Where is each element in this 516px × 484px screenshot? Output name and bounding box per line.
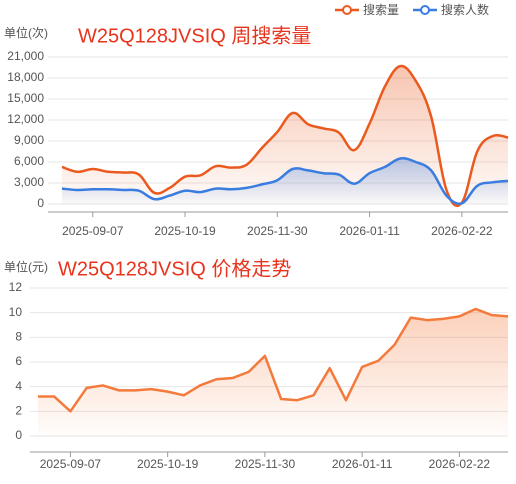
x-tick-label: 2025-11-30 — [247, 224, 308, 238]
y-tick-label: 3,000 — [14, 175, 44, 189]
y-tick-label: 0 — [15, 428, 22, 442]
y-tick-label: 21,000 — [7, 49, 44, 63]
line — [61, 64, 509, 207]
x-tick-label: 2026-01-11 — [339, 224, 400, 238]
y-tick-label: 4 — [15, 379, 22, 393]
legend-item[interactable]: 搜索量 — [335, 2, 399, 17]
area — [62, 158, 508, 204]
chart-title: W25Q128JVSIQ 价格走势 — [58, 257, 291, 280]
line — [61, 157, 509, 205]
x-tick-label: 2025-10-19 — [137, 457, 199, 471]
y-tick-label: 18,000 — [7, 70, 44, 84]
y-unit: 单位(次) — [4, 25, 48, 40]
x-tick-label: 2025-09-07 — [62, 224, 124, 238]
y-tick-label: 10 — [9, 305, 23, 319]
y-tick-label: 8 — [15, 330, 22, 344]
x-tick-label: 2026-01-11 — [332, 457, 393, 471]
area — [38, 308, 508, 436]
x-tick-label: 2025-11-30 — [235, 457, 296, 471]
y-tick-label: 12,000 — [7, 112, 44, 126]
y-tick-label: 15,000 — [7, 91, 44, 105]
y-tick-label: 0 — [37, 196, 44, 210]
line — [38, 307, 509, 413]
legend-marker — [342, 5, 352, 15]
y-tick-label: 12 — [9, 280, 23, 294]
chart-title: W25Q128JVSIQ 周搜索量 — [78, 24, 311, 47]
y-tick-label: 6 — [15, 354, 22, 368]
y-unit: 单位(元) — [4, 259, 48, 274]
x-tick-label: 2025-10-19 — [154, 224, 216, 238]
x-tick-label: 2026-02-22 — [429, 457, 491, 471]
y-tick-label: 2 — [15, 404, 22, 418]
legend-label: 搜索量 — [363, 2, 399, 17]
x-tick-label: 2026-02-22 — [431, 224, 493, 238]
legend-marker — [420, 5, 430, 15]
y-tick-label: 6,000 — [14, 154, 44, 168]
legend-item[interactable]: 搜索人数 — [413, 2, 489, 17]
legend-label: 搜索人数 — [441, 2, 489, 17]
y-tick-label: 9,000 — [14, 133, 44, 147]
x-tick-label: 2025-09-07 — [40, 457, 102, 471]
